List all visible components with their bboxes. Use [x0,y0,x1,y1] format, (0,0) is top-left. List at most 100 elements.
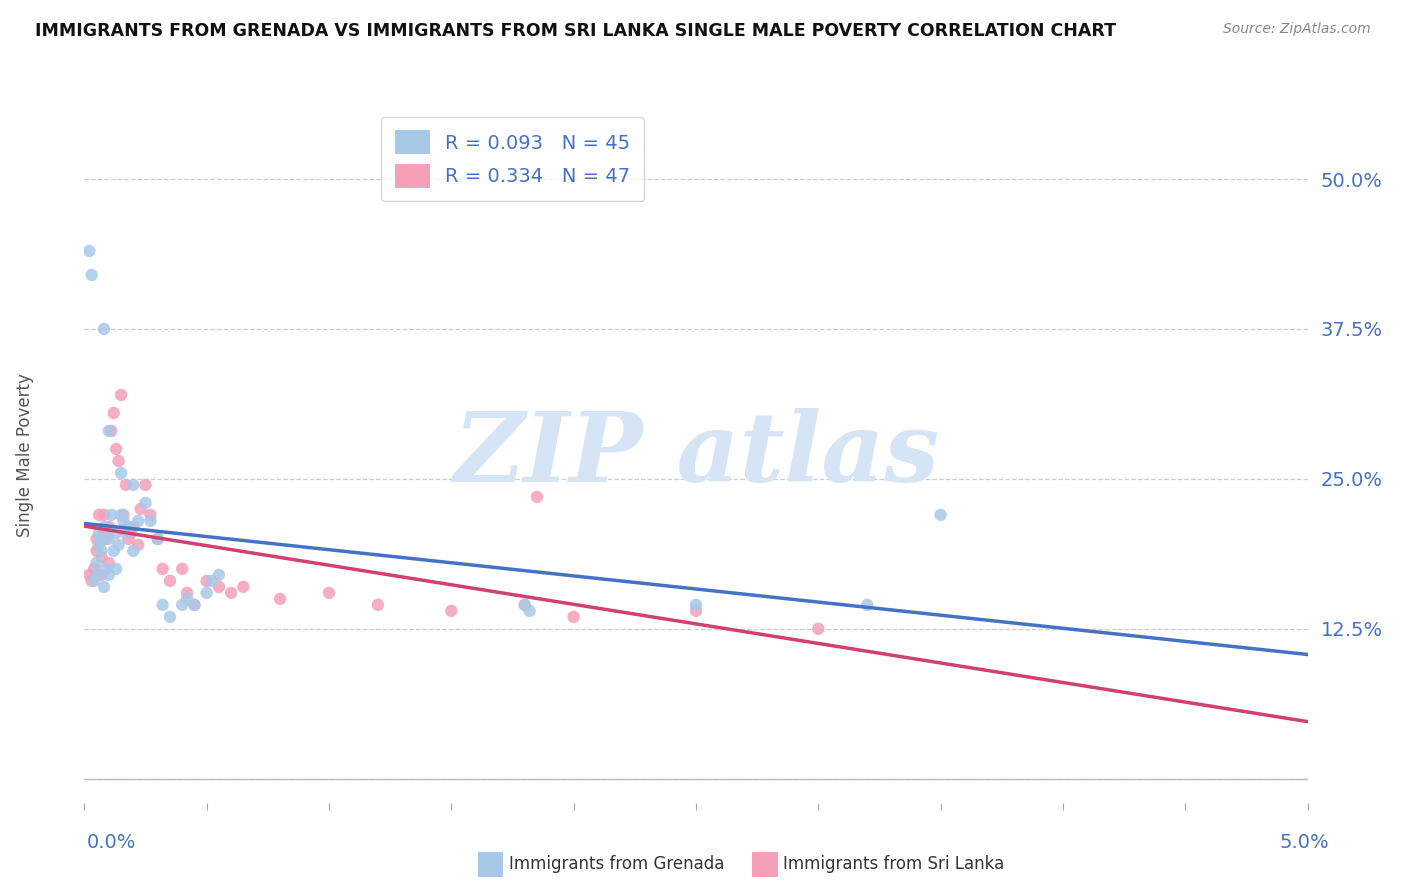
Point [200,574,222,588]
Point [172,598,194,612]
Point [318,586,340,600]
Point [93,580,115,594]
Point [86,556,108,570]
Point [122,478,145,492]
Point [97,532,120,546]
Point [90,549,112,564]
Point [120,525,142,540]
Point [195,574,218,588]
Point [139,508,162,522]
Text: Immigrants from Sri Lanka: Immigrants from Sri Lanka [783,855,1004,873]
Point [127,514,149,528]
Point [176,586,198,600]
Text: 5.0%: 5.0% [1279,833,1329,853]
Point [77,244,100,258]
Text: Immigrants from Grenada: Immigrants from Grenada [509,855,724,873]
Point [195,586,218,600]
Point [105,442,128,456]
Point [96,532,118,546]
Point [100,508,122,522]
Point [139,514,162,528]
Point [87,538,110,552]
Point [127,538,149,552]
Point [93,520,115,534]
Point [367,598,389,612]
Point [87,508,110,522]
Point [159,574,181,588]
Point [176,591,198,606]
Point [93,525,115,540]
Point [97,424,120,438]
Point [135,478,157,492]
Point [146,532,169,546]
Point [83,562,105,576]
Point [129,502,152,516]
Point [122,520,145,534]
Point [97,520,120,534]
Point [96,562,118,576]
Point [107,454,129,468]
Point [117,532,139,546]
Text: IMMIGRANTS FROM GRENADA VS IMMIGRANTS FROM SRI LANKA SINGLE MALE POVERTY CORRELA: IMMIGRANTS FROM GRENADA VS IMMIGRANTS FR… [35,22,1116,40]
Point [208,580,231,594]
Point [110,466,132,480]
Point [105,525,128,540]
Point [526,490,548,504]
Point [856,598,879,612]
Point [86,532,108,546]
Point [172,562,194,576]
Point [115,478,138,492]
Point [135,496,157,510]
Point [929,508,952,522]
Point [77,567,100,582]
Point [183,598,205,612]
Point [103,544,125,558]
Point [807,622,830,636]
Point [513,598,536,612]
Text: Source: ZipAtlas.com: Source: ZipAtlas.com [1223,22,1371,37]
Point [110,508,132,522]
Point [440,604,463,618]
Point [107,538,129,552]
Point [80,574,103,588]
Text: Single Male Poverty: Single Male Poverty [17,373,34,537]
Point [117,520,139,534]
Point [269,591,291,606]
Point [562,610,585,624]
Point [232,580,254,594]
Point [208,567,231,582]
Point [97,556,120,570]
Point [122,544,145,558]
Point [87,525,110,540]
Point [152,562,174,576]
Point [90,532,112,546]
Text: 0.0%: 0.0% [87,833,136,853]
Point [93,508,115,522]
Point [115,525,138,540]
Point [86,567,108,582]
Point [83,574,105,588]
Point [86,544,108,558]
Point [100,424,122,438]
Point [219,586,242,600]
Point [159,610,181,624]
Point [90,544,112,558]
Point [685,598,707,612]
Point [146,532,169,546]
Point [97,567,120,582]
Point [513,598,536,612]
Point [110,388,132,402]
Point [105,562,128,576]
Point [80,268,103,282]
Point [685,604,707,618]
Point [519,604,541,618]
Point [103,406,125,420]
Point [112,514,135,528]
Point [87,538,110,552]
Text: ZIP atlas: ZIP atlas [453,408,939,502]
Point [93,322,115,336]
Point [183,598,205,612]
Point [112,508,135,522]
Point [152,598,174,612]
Legend: R = 0.093   N = 45, R = 0.334   N = 47: R = 0.093 N = 45, R = 0.334 N = 47 [381,117,644,202]
